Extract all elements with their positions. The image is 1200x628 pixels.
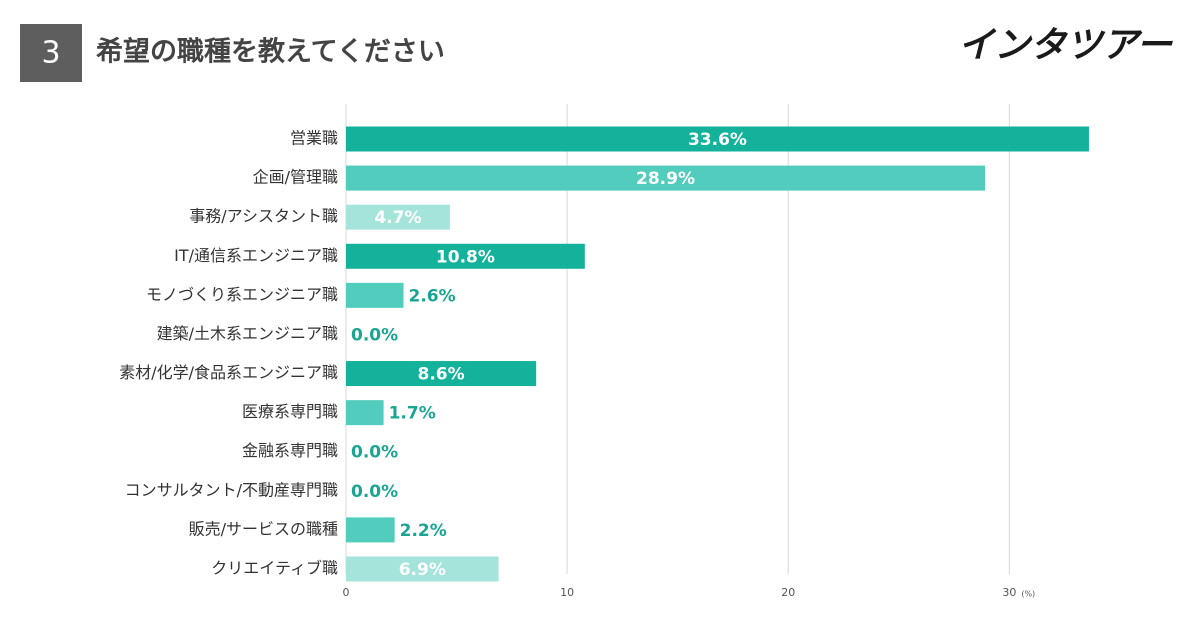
bar xyxy=(346,204,450,230)
y-tick-label: 建築/土木系エンジニア職 xyxy=(157,324,338,343)
value-label: 0.0% xyxy=(351,443,398,463)
value-label: 0.0% xyxy=(351,325,398,345)
bar xyxy=(346,126,1089,152)
bar xyxy=(346,400,384,426)
badge xyxy=(20,24,82,82)
x-axis-unit: (%) xyxy=(1021,590,1035,599)
y-tick-label: 販売/サービスの職種 xyxy=(189,519,338,538)
x-tick-label: 20 xyxy=(781,586,795,599)
bar xyxy=(346,361,537,387)
badge-number: 3 xyxy=(41,36,60,71)
value-label: 10.8% xyxy=(436,247,495,267)
x-tick-label: 30 xyxy=(1002,586,1016,599)
y-tick-label: 事務/アシスタント職 xyxy=(189,207,338,226)
y-tick-label: IT/通信系エンジニア職 xyxy=(174,246,338,265)
y-tick-label: 企画/管理職 xyxy=(253,168,338,187)
value-label: 28.9% xyxy=(636,169,695,189)
value-label: 4.7% xyxy=(374,208,421,228)
bar xyxy=(346,165,986,191)
value-label: 0.0% xyxy=(351,482,398,502)
bar xyxy=(346,556,499,582)
bar xyxy=(346,243,585,269)
bar xyxy=(346,517,395,543)
bar xyxy=(346,282,404,308)
value-label: 33.6% xyxy=(688,130,747,150)
y-tick-label: 営業職 xyxy=(290,129,338,148)
chart-title: 希望の職種を教えてください xyxy=(96,37,445,68)
y-tick-label: モノづくり系エンジニア職 xyxy=(146,285,338,304)
y-tick-label: クリエイティブ職 xyxy=(211,559,338,578)
y-tick-label: コンサルタント/不動産専門職 xyxy=(125,480,338,499)
x-tick-label: 0 xyxy=(343,586,350,599)
value-label: 2.6% xyxy=(408,286,455,306)
y-tick-label: 医療系専門職 xyxy=(242,402,338,421)
logo: インタツアー xyxy=(958,25,1173,66)
value-label: 8.6% xyxy=(417,365,464,385)
y-tick-label: 素材/化学/食品系エンジニア職 xyxy=(119,363,338,382)
value-label: 2.2% xyxy=(400,521,447,541)
y-tick-label: 金融系専門職 xyxy=(242,441,338,460)
value-label: 1.7% xyxy=(389,404,436,424)
x-tick-label: 10 xyxy=(560,586,574,599)
value-label: 6.9% xyxy=(399,560,446,580)
